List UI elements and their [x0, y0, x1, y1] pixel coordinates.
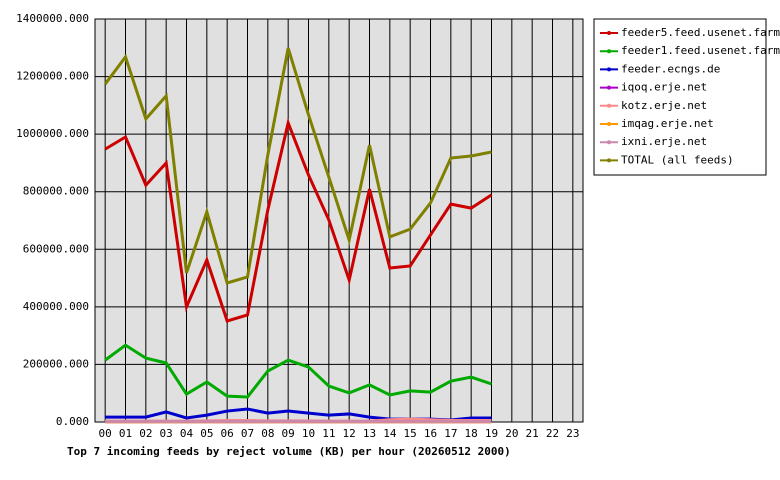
legend-box [593, 18, 767, 176]
legend-dot [607, 67, 611, 72]
x-tick-label: 06 [221, 427, 234, 440]
chart-title: Top 7 incoming feeds by reject volume (K… [67, 445, 511, 458]
legend-label: imqag.erje.net [621, 117, 714, 130]
x-tick-label: 19 [485, 427, 498, 440]
x-tick-label: 10 [302, 427, 315, 440]
x-tick-label: 18 [465, 427, 478, 440]
y-tick-label: 600000.000 [23, 242, 89, 255]
x-tick-label: 08 [261, 427, 274, 440]
legend-dot [607, 103, 611, 108]
x-tick-label: 12 [343, 427, 356, 440]
y-tick-label: 200000.000 [23, 357, 89, 370]
x-tick-label: 02 [139, 427, 152, 440]
legend-label: feeder1.feed.usenet.farm [621, 44, 780, 57]
legend-label: ixni.erje.net [621, 135, 707, 148]
legend-label: feeder.ecngs.de [621, 62, 720, 75]
legend-dot [607, 49, 611, 54]
x-tick-label: 14 [383, 427, 397, 440]
legend-dot [607, 31, 611, 35]
x-tick-label: 05 [200, 427, 213, 440]
x-tick-label: 11 [322, 427, 335, 440]
x-tick-label: 09 [282, 427, 295, 440]
x-tick-label: 23 [566, 427, 579, 440]
series-line [104, 117, 493, 323]
legend-dot [607, 122, 611, 126]
y-tick-label: 0.000 [56, 415, 89, 428]
x-tick-label: 07 [241, 427, 254, 440]
legend-label: feeder5.feed.usenet.farm [621, 26, 780, 39]
x-tick-label: 01 [119, 427, 132, 440]
series-line [103, 47, 492, 285]
x-tick-label: 16 [424, 427, 437, 440]
x-tick-label: 13 [363, 427, 376, 440]
x-tick-label: 03 [160, 427, 173, 440]
x-tick-label: 20 [505, 427, 518, 440]
legend-label: TOTAL (all feeds) [621, 153, 734, 166]
y-tick-label: 1400000.000 [16, 12, 89, 25]
legend-label: iqoq.erje.net [621, 81, 707, 94]
x-tick-label: 04 [180, 427, 194, 440]
y-tick-label: 800000.000 [23, 185, 89, 198]
x-tick-label: 00 [99, 427, 112, 440]
x-tick-label: 17 [444, 427, 457, 440]
x-tick-label: 21 [526, 427, 539, 440]
legend-label: kotz.erje.net [621, 99, 707, 112]
series-line [104, 343, 492, 399]
y-tick-label: 400000.000 [23, 300, 89, 313]
plot-area [94, 18, 584, 423]
x-tick-label: 15 [404, 427, 417, 440]
legend-dot [607, 140, 611, 145]
legend-dot [607, 85, 611, 90]
y-tick-label: 1200000.000 [16, 70, 89, 83]
y-tick-label: 1000000.000 [16, 127, 89, 140]
x-tick-label: 22 [546, 427, 559, 440]
legend-dot [607, 158, 611, 163]
